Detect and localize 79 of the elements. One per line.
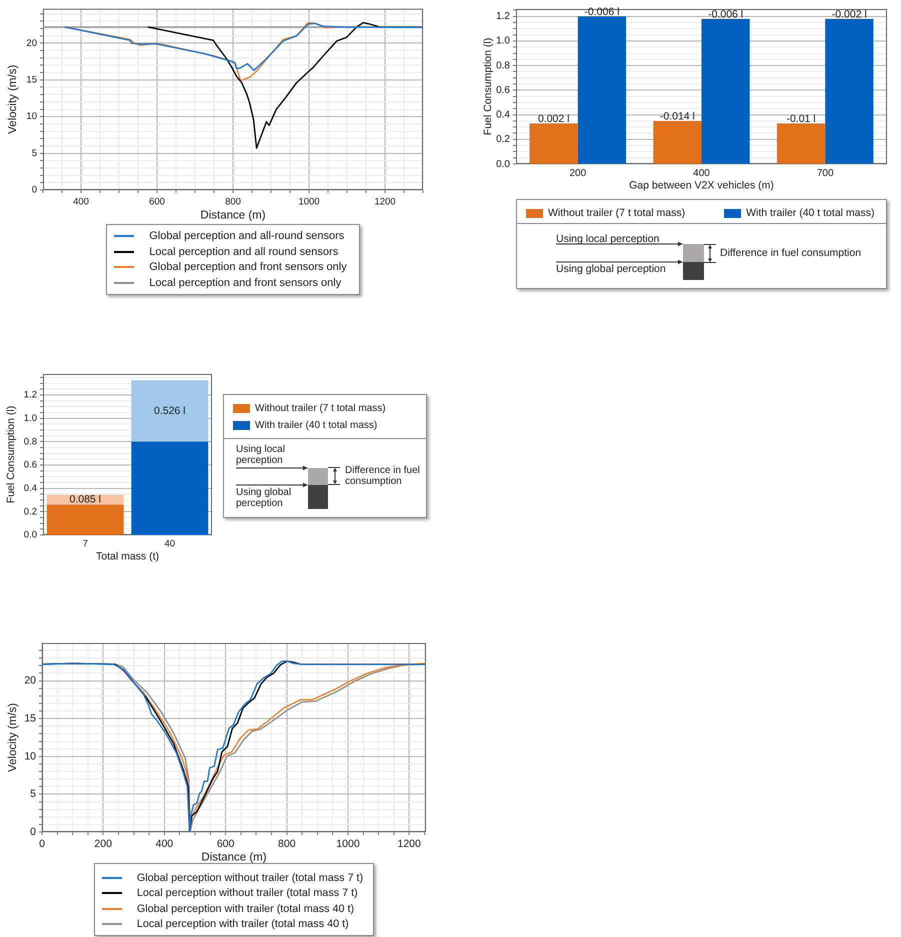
annotation: -0.01 l bbox=[786, 113, 816, 126]
x-tick-label: 1000 bbox=[298, 196, 320, 208]
text: Difference in fuel consumption bbox=[345, 464, 421, 488]
y-tick-label: 0.2 bbox=[496, 134, 510, 146]
bar bbox=[578, 16, 626, 164]
text: Using global perception bbox=[236, 486, 292, 510]
y-tick-label: 1.2 bbox=[496, 11, 510, 22]
y-tick-label: 0.8 bbox=[24, 436, 37, 448]
y-tick-label: 1.0 bbox=[496, 36, 510, 47]
legend-label: Without trailer (7 t total mass) bbox=[548, 207, 686, 219]
legend-label: With trailer (40 t total mass) bbox=[746, 207, 874, 219]
data-label: 0.085 l bbox=[69, 494, 102, 506]
y-tick-label: 0.2 bbox=[24, 506, 37, 518]
legend-label: With trailer (40 t total mass) bbox=[255, 420, 378, 430]
x-tick-label: 200 bbox=[94, 838, 112, 850]
y-axis-title: Fuel Consumption (l) bbox=[5, 406, 18, 504]
annotation: -0.002 l bbox=[832, 8, 867, 20]
x-axis-title: Gap between V2X vehicles (m) bbox=[629, 180, 774, 192]
x-axis-title: Distance (m) bbox=[201, 851, 267, 864]
x-tick-label: 800 bbox=[278, 838, 296, 850]
y-tick-label: 20 bbox=[26, 38, 37, 49]
x-tick-label: 1200 bbox=[374, 196, 396, 208]
y-tick-label: 0 bbox=[32, 184, 37, 196]
y-axis-title: Fuel Consumption (l) bbox=[482, 38, 494, 136]
y-tick-label: 1.0 bbox=[24, 412, 37, 424]
legend-label: Global perception without trailer (total mass 7 t) bbox=[136, 872, 364, 884]
y-tick-label: 10 bbox=[26, 111, 37, 122]
legend-label: Global perception with trailer (total mass 40 t) bbox=[136, 902, 354, 915]
y-tick-label: 0.4 bbox=[24, 482, 37, 494]
y-tick-label: 0.0 bbox=[496, 158, 510, 170]
bar bbox=[653, 120, 702, 164]
bar bbox=[702, 18, 750, 164]
x-tick-label: 1200 bbox=[397, 838, 422, 850]
legend-label: Local perception without trailer (total mass 7 t) bbox=[136, 887, 358, 900]
y-tick-label: 0.6 bbox=[496, 84, 510, 96]
y-tick-label: 0.6 bbox=[24, 460, 37, 471]
annotation: 0.002 l bbox=[538, 113, 570, 126]
text: Using local perception bbox=[556, 232, 660, 244]
legend-label: Global perception and all-round sensors bbox=[149, 230, 344, 242]
y-tick-label: 5 bbox=[32, 148, 37, 159]
x-tick-label: 40 bbox=[164, 538, 176, 550]
legend-label: Without trailer (7 t total mass) bbox=[255, 402, 386, 414]
x-tick-label: 600 bbox=[149, 196, 165, 208]
data-label: 0.526 l bbox=[154, 404, 186, 417]
x-tick-label: 1000 bbox=[336, 838, 360, 850]
legend-label: Local perception with trailer (total mass 40 t) bbox=[136, 918, 349, 930]
y-tick-label: 15 bbox=[26, 74, 37, 86]
y-tick-label: 5 bbox=[30, 788, 36, 800]
x-tick-label: 400 bbox=[156, 838, 174, 850]
x-axis-title: Distance (m) bbox=[200, 209, 266, 222]
y-tick-label: 0 bbox=[30, 826, 36, 838]
legend-label: Global perception and front sensors only bbox=[149, 261, 347, 274]
x-tick-label: 600 bbox=[216, 838, 234, 850]
text: Difference in fuel consumption bbox=[720, 247, 862, 259]
text: Using global perception bbox=[556, 263, 667, 275]
text: Using local perception bbox=[236, 444, 286, 466]
bar bbox=[776, 123, 826, 164]
x-tick-label: 7 bbox=[82, 538, 88, 550]
y-tick-label: 0.8 bbox=[496, 60, 510, 72]
y-tick-label: 0.0 bbox=[24, 530, 37, 541]
bar bbox=[530, 123, 578, 164]
x-tick-label: 400 bbox=[693, 168, 710, 179]
bar bbox=[825, 18, 874, 164]
x-axis-title: Total mass (t) bbox=[96, 550, 160, 563]
annotation: -0.006 l bbox=[708, 8, 744, 20]
y-axis-title: Velocity (m/s) bbox=[7, 64, 20, 134]
x-tick-label: 700 bbox=[816, 168, 834, 179]
legend-label: Local perception and front sensors only bbox=[149, 276, 342, 289]
y-tick-label: 0.4 bbox=[496, 110, 510, 121]
x-tick-label: 800 bbox=[225, 196, 241, 208]
y-tick-label: 1.2 bbox=[24, 390, 37, 401]
y-tick-label: 20 bbox=[24, 674, 36, 687]
x-tick-label: 400 bbox=[73, 196, 89, 208]
x-tick-label: 200 bbox=[569, 168, 587, 179]
legend-label: Local perception and all round sensors bbox=[149, 246, 338, 258]
y-tick-label: 10 bbox=[24, 750, 36, 762]
annotation: -0.014 l bbox=[660, 110, 695, 123]
y-axis-title: Velocity (m/s) bbox=[7, 702, 20, 772]
y-tick-label: 15 bbox=[24, 712, 36, 724]
